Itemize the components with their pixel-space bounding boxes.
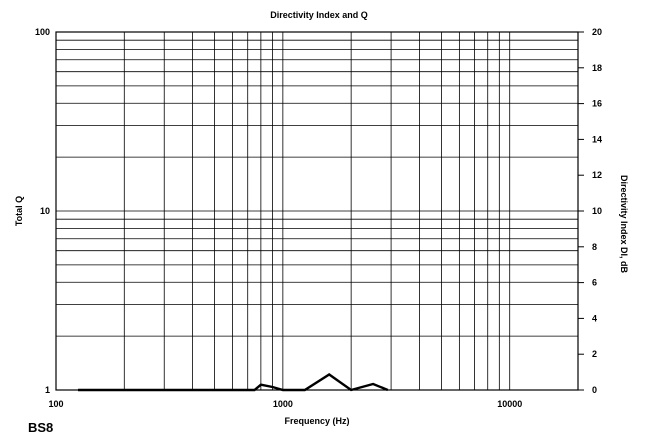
right-y-tick-label: 4	[592, 313, 597, 323]
right-y-tick-label: 12	[592, 170, 602, 180]
right-y-tick-label: 16	[592, 99, 602, 109]
model-label: BS8	[28, 420, 54, 435]
x-tick-labels: 100 1000 10000	[48, 399, 522, 409]
q-series-line	[78, 373, 389, 392]
left-y-tick-label: 100	[35, 27, 50, 37]
x-tick-label: 10000	[497, 399, 522, 409]
series-group	[78, 373, 389, 392]
right-y-tick-labels: 0 2 4 6 8 10 12 14 16 18 20	[578, 27, 602, 395]
chart-title: Directivity Index and Q	[270, 10, 368, 20]
x-tick-label: 100	[48, 399, 63, 409]
x-axis-label: Frequency (Hz)	[284, 416, 349, 426]
right-y-tick-label: 20	[592, 27, 602, 37]
right-y-tick-label: 14	[592, 134, 602, 144]
right-y-tick-label: 10	[592, 206, 602, 216]
right-y-tick-label: 8	[592, 242, 597, 252]
grid	[56, 32, 578, 390]
left-y-tick-label: 10	[40, 206, 50, 216]
right-y-tick-label: 6	[592, 278, 597, 288]
right-y-axis-label: Directivity Index DI, dB	[619, 175, 629, 274]
right-y-tick-label: 0	[592, 385, 597, 395]
right-y-tick-label: 18	[592, 63, 602, 73]
left-y-axis-label: Total Q	[14, 196, 24, 226]
left-y-tick-labels: 1 10 100	[35, 27, 50, 395]
left-y-tick-label: 1	[45, 385, 50, 395]
right-y-tick-label: 2	[592, 349, 597, 359]
x-tick-label: 1000	[273, 399, 293, 409]
